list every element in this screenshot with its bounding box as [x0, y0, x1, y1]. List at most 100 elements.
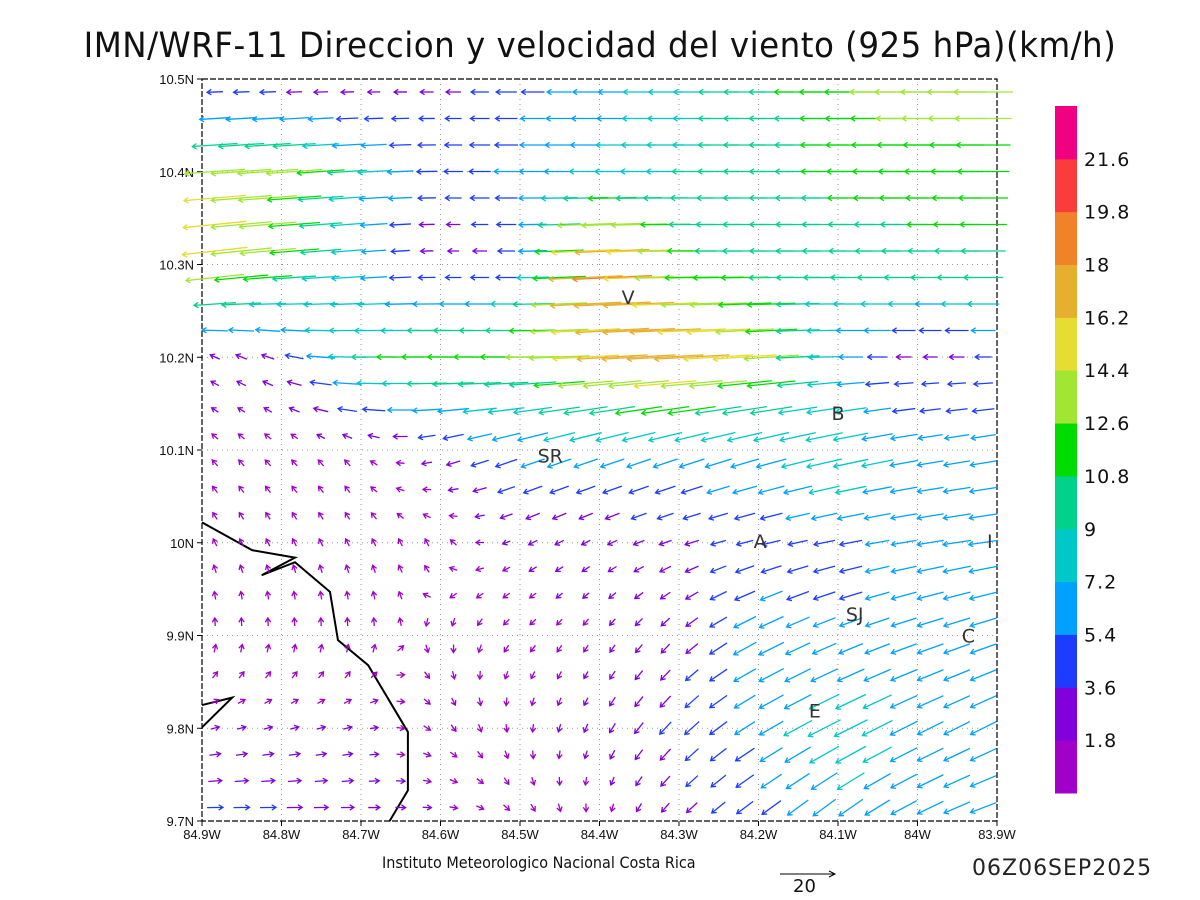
wind-arrow	[969, 460, 997, 468]
wind-arrow	[588, 405, 636, 416]
wind-arrow	[891, 407, 916, 415]
wind-arrow	[397, 537, 404, 547]
colorbar-label: 12.6	[1084, 413, 1130, 435]
wind-arrow	[211, 616, 219, 627]
wind-arrow	[556, 671, 563, 680]
colorbar-swatch	[1055, 687, 1077, 741]
wind-arrow	[954, 115, 1012, 122]
wind-arrow	[919, 407, 941, 414]
wind-arrow	[660, 380, 723, 390]
wind-arrow	[721, 405, 768, 416]
wind-arrow	[889, 773, 918, 789]
wind-arrow	[863, 668, 891, 683]
colorbar-swatch	[1055, 317, 1077, 371]
wind-arrow	[265, 537, 271, 547]
wind-arrow	[634, 670, 644, 681]
wind-arrow	[344, 564, 351, 574]
wind-arrow	[604, 512, 620, 521]
wind-arrow	[237, 459, 245, 467]
wind-arrow	[237, 195, 298, 204]
wind-arrow	[534, 248, 584, 255]
wind-arrow	[969, 617, 997, 628]
wind-arrow	[626, 458, 652, 469]
wind-arrow	[968, 591, 998, 602]
wind-arrow	[733, 512, 756, 521]
wind-arrow	[966, 300, 1000, 308]
wind-arrow	[544, 141, 574, 149]
wind-arrow	[549, 485, 569, 495]
wind-arrow	[388, 142, 412, 149]
wind-arrow	[261, 379, 274, 387]
wind-arrow	[836, 772, 865, 790]
lon-tick-label: 84.5W	[501, 827, 539, 842]
wind-arrow	[501, 539, 511, 546]
wind-arrow	[415, 168, 438, 175]
wind-arrow	[522, 485, 543, 495]
wind-arrow	[438, 300, 468, 308]
wind-arrow	[476, 778, 485, 785]
wind-arrow	[707, 512, 729, 521]
wind-arrow	[529, 618, 537, 626]
colorbar-swatch	[1055, 423, 1077, 477]
wind-arrow	[583, 671, 589, 680]
wind-arrow	[943, 434, 970, 441]
wind-arrow	[866, 353, 888, 361]
wind-arrow	[261, 777, 276, 785]
wind-arrow	[217, 142, 265, 150]
wind-arrow	[529, 697, 537, 707]
wind-arrow	[916, 669, 944, 682]
wind-arrow	[710, 774, 727, 788]
wind-arrow	[358, 195, 389, 202]
wind-arrow	[684, 591, 699, 600]
wind-arrow	[920, 380, 940, 388]
wind-arrow	[288, 751, 302, 758]
wind-arrow	[660, 643, 671, 654]
wind-arrow	[344, 511, 351, 520]
station-label: A	[754, 531, 767, 553]
wind-arrow	[390, 248, 410, 255]
wind-arrow	[477, 750, 484, 759]
wind-arrow	[836, 381, 865, 388]
wind-arrow	[714, 328, 774, 336]
reference-vector-label: 20	[793, 876, 816, 897]
wind-arrow	[264, 485, 271, 494]
wind-arrow	[607, 565, 617, 573]
wind-arrow	[369, 751, 380, 758]
wind-arrow	[470, 221, 489, 228]
wind-arrow	[494, 458, 518, 469]
wind-arrow	[263, 724, 274, 731]
wind-arrow	[969, 720, 997, 736]
wind-arrow	[955, 141, 1011, 149]
wind-arrow	[396, 512, 405, 519]
wind-arrow	[960, 247, 1006, 255]
wind-arrow	[805, 432, 843, 443]
wind-arrow	[942, 591, 971, 602]
wind-arrow	[969, 669, 997, 682]
wind-arrow	[634, 618, 643, 627]
wind-arrow	[734, 565, 755, 575]
wind-arrow	[688, 380, 748, 390]
station-label: I	[987, 531, 993, 553]
wind-arrow	[422, 513, 431, 519]
wind-arrow	[210, 221, 272, 231]
lat-tick-label: 9.7N	[167, 814, 194, 829]
colorbar-label: 14.4	[1084, 360, 1130, 382]
wind-arrow	[861, 433, 893, 442]
wind-arrow	[370, 643, 378, 653]
wind-arrow	[807, 354, 841, 361]
wind-arrow	[476, 618, 483, 627]
wind-arrow	[371, 537, 377, 547]
wind-arrow	[807, 719, 841, 738]
wind-arrow	[309, 379, 332, 386]
wind-arrow	[944, 327, 969, 334]
wind-arrow	[312, 88, 329, 96]
wind-arrow	[318, 537, 324, 547]
wind-arrow	[758, 615, 784, 629]
wind-arrow	[968, 486, 998, 495]
wind-arrow	[784, 512, 810, 522]
wind-arrow	[184, 273, 245, 284]
wind-arrow	[271, 275, 317, 282]
wind-arrow	[658, 721, 672, 735]
wind-arrow	[580, 539, 591, 546]
wind-arrow	[550, 328, 621, 336]
